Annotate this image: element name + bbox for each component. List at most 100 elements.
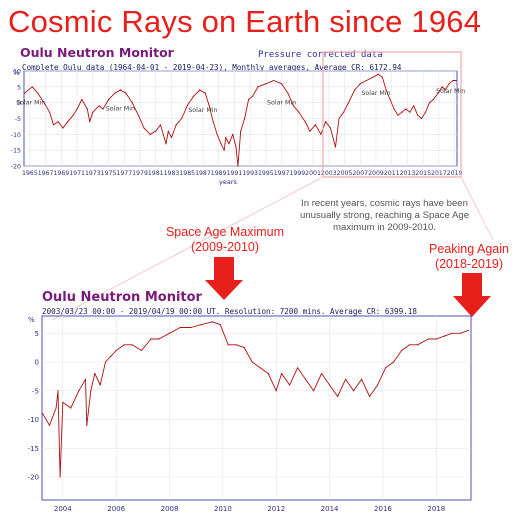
data-point [314, 124, 316, 126]
x-tick-label: 1969 [53, 170, 69, 177]
bottom-grid [42, 316, 471, 500]
data-point [170, 136, 173, 139]
y-tick-label: 5 [17, 84, 21, 91]
x-tick-label: 2019 [447, 170, 463, 177]
x-tick-label: 2011 [384, 170, 400, 177]
data-point [251, 361, 253, 363]
x-tick-label: 2010 [214, 505, 232, 513]
data-point [248, 98, 250, 101]
bottom-y-ticks: 5 0 -5 -10 -15 -20 [28, 330, 39, 482]
data-point [237, 165, 239, 167]
data-point [273, 79, 275, 82]
data-point [329, 384, 331, 386]
data-point [86, 424, 88, 426]
data-point [304, 121, 306, 123]
space-age-maximum-label: Space Age Maximum [165, 225, 285, 239]
series-line [42, 321, 469, 478]
data-point [137, 114, 139, 116]
x-tick-label: 2003 [321, 170, 337, 177]
y-tick-label: -5 [32, 387, 39, 395]
data-point [281, 83, 283, 85]
x-tick-label: 2015 [415, 170, 431, 177]
top-y-ticks: 10 5 0 -5 -10 -15 -20 [11, 69, 21, 171]
data-point [52, 124, 55, 126]
data-point [325, 121, 327, 123]
data-point [369, 395, 371, 398]
data-point [354, 89, 356, 91]
x-tick-label: 1989 [211, 170, 227, 177]
data-point [225, 136, 227, 139]
bottom-y-axis-label: % [28, 316, 35, 324]
data-point [298, 111, 300, 113]
data-point [289, 384, 291, 386]
data-point [257, 86, 259, 88]
data-point [114, 92, 116, 94]
data-point [389, 98, 391, 101]
data-point [150, 338, 152, 340]
bottom-chart-subtitle: 2003/03/23 00:00 - 2019/04/19 00:00 UT. … [42, 307, 417, 316]
data-point [451, 332, 453, 334]
data-point [377, 384, 379, 386]
top-annotations: Solar Min Solar Min Solar Min Solar Min Sola… [16, 88, 465, 114]
peaking-again-label: Peaking Again [429, 242, 509, 256]
data-point [31, 86, 33, 88]
x-tick-label: 1985 [179, 170, 195, 177]
x-tick-label: 2016 [374, 505, 392, 513]
data-point [243, 347, 245, 349]
data-point [421, 117, 423, 120]
y-tick-label: -15 [11, 148, 21, 155]
pressure-note: Pressure corrected data [258, 50, 383, 60]
x-tick-label: 1991 [227, 170, 243, 177]
data-point [467, 329, 469, 331]
data-point [48, 424, 51, 426]
y-tick-label: 5 [35, 330, 39, 338]
data-point [175, 124, 177, 126]
data-point [90, 390, 92, 392]
solar-min-annotation: Solar Min [267, 99, 296, 106]
x-tick-label: 2017 [431, 170, 447, 177]
data-point [432, 98, 434, 101]
data-point [297, 367, 299, 369]
series-line [24, 73, 457, 167]
x-tick-label: 1965 [22, 170, 38, 177]
data-point [417, 344, 419, 346]
data-point [158, 338, 160, 340]
data-point [409, 344, 411, 346]
bottom-series [42, 321, 469, 478]
top-x-ticks: 1965 1967 1969 1971 1973 1975 1977 1979 1981 1983… [22, 170, 463, 177]
x-tick-label: 2006 [107, 505, 125, 513]
x-tick-label: 1999 [289, 170, 305, 177]
data-point [94, 372, 96, 375]
solar-min-annotation: Solar Min [16, 99, 45, 106]
data-point [444, 89, 446, 91]
data-point [244, 117, 246, 120]
data-point [55, 407, 57, 409]
data-point [220, 143, 222, 145]
data-point [365, 79, 368, 82]
y-tick-label: -15 [28, 445, 39, 453]
top-chart: 10 5 0 -5 -10 -15 -20 1965 1967 1969 1971 1973 1975… [11, 51, 465, 186]
data-point [110, 355, 112, 357]
x-tick-label: 1983 [164, 170, 180, 177]
data-point [459, 332, 461, 334]
data-point [393, 108, 395, 110]
data-point [190, 326, 192, 329]
data-point [67, 121, 69, 123]
data-point [385, 367, 387, 369]
space-age-maximum-years: (2009-2010) [190, 240, 260, 254]
data-point [359, 83, 361, 85]
data-point [43, 102, 45, 104]
data-point [452, 79, 454, 82]
data-point [155, 130, 157, 132]
page-title: Cosmic Rays on Earth since 1964 [8, 4, 482, 39]
x-tick-label: 1971 [69, 170, 85, 177]
data-point [78, 390, 80, 392]
data-point [417, 114, 419, 116]
bottom-x-ticks: 2004 2006 2008 2010 2012 2014 2016 2018 [54, 505, 445, 513]
data-point [23, 92, 25, 94]
data-point [235, 146, 237, 148]
y-tick-label: 10 [13, 69, 21, 76]
y-tick-label: -20 [28, 474, 39, 482]
data-point [443, 335, 445, 337]
bottom-chart-title: Oulu Neutron Monitor [42, 290, 202, 305]
